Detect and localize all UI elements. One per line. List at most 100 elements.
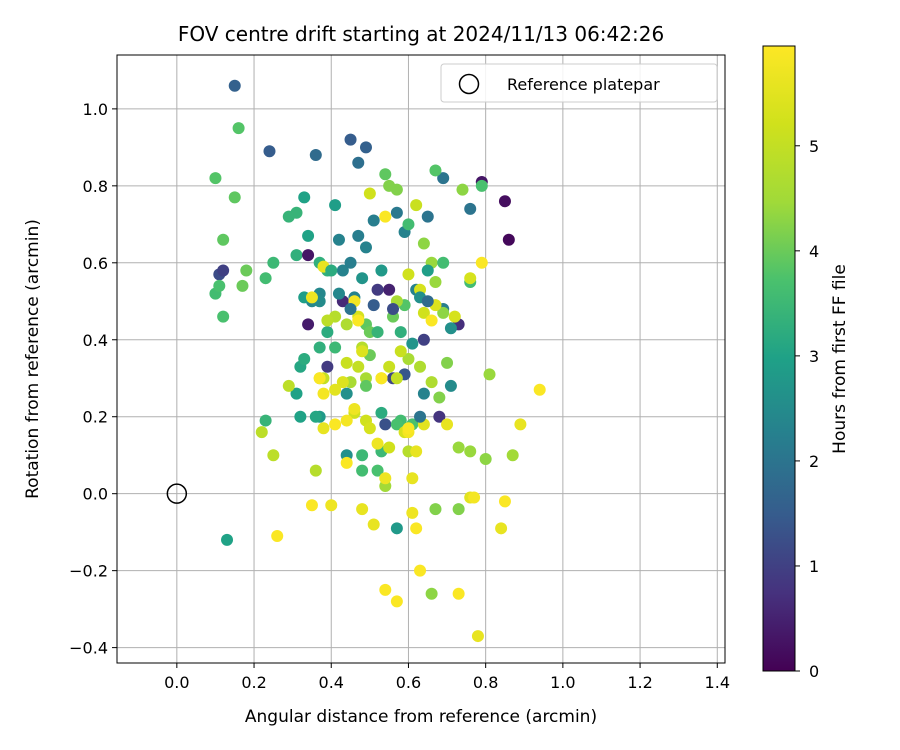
scatter-point: [336, 376, 349, 389]
scatter-point: [383, 283, 396, 296]
scatter-point: [340, 456, 353, 469]
scatter-point: [402, 218, 415, 231]
scatter-point: [298, 353, 311, 365]
scatter-point: [437, 172, 450, 185]
scatter-point: [379, 210, 392, 223]
scatter-point: [414, 360, 427, 373]
scatter-point: [352, 360, 365, 373]
legend-label-reference-platepar: Reference platepar: [507, 75, 660, 94]
scatter-point: [255, 426, 268, 439]
scatter-point: [309, 149, 322, 162]
scatter-point: [371, 326, 384, 339]
scatter-point: [340, 387, 353, 400]
scatter-point: [383, 179, 396, 192]
scatter-point: [371, 437, 384, 450]
scatter-point: [502, 233, 515, 246]
scatter-point: [402, 353, 415, 365]
scatter-point: [228, 79, 241, 92]
chart-title: FOV centre drift starting at 2024/11/13 …: [178, 22, 664, 46]
scatter-point: [433, 391, 446, 404]
scatter-point: [390, 522, 403, 535]
scatter-point: [402, 268, 415, 281]
scatter-point: [448, 310, 461, 323]
legend-marker-icon: [458, 73, 480, 95]
scatter-point: [410, 522, 423, 535]
scatter-point: [305, 499, 318, 512]
x-axis-ticks: 0.0 0.2 0.4 0.6 0.8 1.0 1.2 1.4: [164, 663, 730, 692]
scatter-point: [421, 295, 434, 308]
scatter-point: [375, 264, 388, 277]
reference-platepar-marker: [166, 483, 188, 504]
scatter-point: [464, 272, 477, 285]
scatter-point: [390, 206, 403, 219]
scatter-point: [429, 276, 442, 289]
y-tick-label: 0.0: [83, 485, 108, 504]
scatter-point: [506, 449, 519, 462]
scatter-point: [387, 302, 400, 315]
scatter-point: [232, 122, 245, 135]
scatter-point: [356, 449, 369, 462]
scatter-point: [329, 418, 342, 431]
scatter-point: [437, 256, 450, 269]
scatter-point: [417, 387, 430, 400]
scatter-point: [437, 306, 450, 319]
scatter-point: [263, 145, 276, 158]
colorbar-tick-label: 1: [809, 557, 819, 576]
scatter-point: [394, 345, 407, 358]
scatter-point: [317, 387, 330, 400]
colorbar-tick-label: 0: [809, 662, 819, 681]
scatter-point: [371, 464, 384, 477]
scatter-point: [309, 410, 322, 423]
scatter-point: [325, 264, 338, 277]
scatter-point: [329, 199, 342, 212]
scatter-point: [340, 414, 353, 427]
y-tick-label: 0.6: [83, 254, 108, 273]
scatter-point: [452, 587, 465, 600]
scatter-point: [352, 229, 365, 242]
y-axis-label: Rotation from reference (arcmin): [23, 219, 43, 499]
scatter-point: [456, 183, 469, 196]
scatter-point: [433, 410, 446, 423]
scatter-point: [240, 264, 253, 277]
scatter-point: [429, 164, 442, 177]
scatter-point: [290, 206, 303, 219]
scatter-point: [498, 195, 511, 208]
scatter-point: [325, 499, 338, 512]
scatter-point: [383, 441, 396, 454]
scatter-point: [533, 383, 546, 396]
scatter-point: [421, 210, 434, 223]
scatter-point: [367, 214, 380, 227]
scatter-point: [410, 199, 423, 212]
scatter-point: [321, 360, 334, 373]
scatter-point: [429, 503, 442, 516]
scatter-point: [421, 264, 434, 277]
scatter-point: [394, 326, 407, 339]
x-tick-label: 0.2: [241, 673, 266, 692]
plot-area-frame: [116, 54, 726, 664]
x-tick-label: 1.2: [627, 673, 652, 692]
scatter-point: [475, 256, 488, 269]
x-tick-label: 0.4: [319, 673, 344, 692]
scatter-point: [390, 595, 403, 608]
scatter-point: [344, 302, 357, 315]
x-tick-label: 0.6: [396, 673, 421, 692]
scatter-point: [444, 322, 457, 335]
legend-box: [440, 63, 718, 103]
legend: Reference platepar: [440, 63, 718, 103]
scatter-point: [375, 372, 388, 385]
scatter-point: [471, 630, 484, 643]
scatter-point: [302, 318, 315, 331]
scatter-point: [379, 418, 392, 431]
scatter-point: [209, 172, 222, 185]
scatter-point: [332, 233, 345, 246]
y-tick-label: 0.8: [83, 177, 108, 196]
scatter-point: [221, 533, 234, 546]
scatter-point: [305, 291, 318, 304]
scatter-point: [356, 345, 369, 358]
scatter-point: [298, 191, 311, 204]
scatter-point: [452, 503, 465, 516]
scatter-point: [417, 237, 430, 250]
scatter-point: [236, 279, 249, 292]
scatter-point: [352, 156, 365, 169]
scatter-point: [321, 326, 334, 339]
